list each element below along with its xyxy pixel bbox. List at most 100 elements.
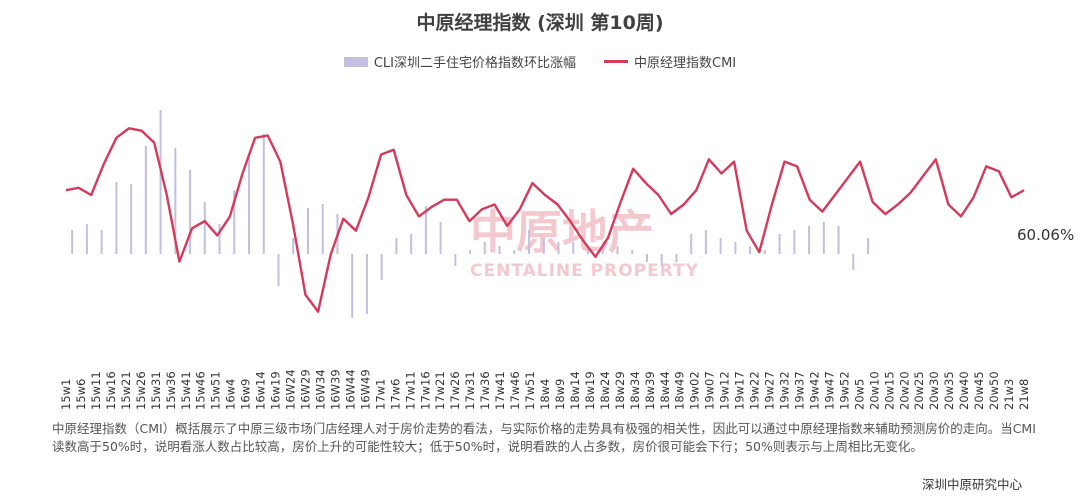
- bar: [483, 242, 486, 254]
- x-tick-label: 19w02: [688, 371, 702, 410]
- bar: [867, 238, 870, 254]
- bar: [248, 154, 251, 254]
- x-tick-label: 18w24: [598, 371, 612, 410]
- x-tick-label: 20w5: [852, 379, 866, 410]
- x-tick-label: 18w34: [628, 371, 642, 410]
- bar: [115, 182, 118, 254]
- x-axis-ticks: 15w1 15w6 15w11 15w16 15w21 15w26 15w31 15w36 15…: [59, 369, 1031, 410]
- bar: [174, 148, 177, 254]
- x-tick-label: 16w9: [239, 379, 253, 410]
- x-tick-label: 18w9: [553, 379, 567, 410]
- bar: [587, 246, 590, 254]
- x-tick-label: 16W24: [284, 369, 298, 410]
- bar: [380, 254, 383, 280]
- x-tick-label: 21w8: [1017, 379, 1031, 410]
- x-tick-label: 19w32: [778, 371, 792, 410]
- bar: [454, 254, 457, 266]
- x-tick-label: 16w4: [224, 379, 238, 410]
- x-tick-label: 16w19: [269, 371, 283, 410]
- x-tick-label: 17w11: [403, 371, 417, 410]
- x-tick-label: 18w39: [643, 371, 657, 410]
- footnote: 中原经理指数（CMI）概括展示了中原三级市场门店经理人对于房价走势的看法，与实际…: [52, 421, 1036, 454]
- legend-label-bars: CLI深圳二手住宅价格指数环比涨幅: [373, 56, 576, 71]
- chart-canvas: 中原地产 CENTALINE PROPERTY 15w1 15w6 15w11 15w…: [59, 110, 1074, 410]
- legend-item-line: 中原经理指数CMI: [604, 52, 736, 71]
- x-tick-label: 19w07: [703, 371, 717, 410]
- bar: [233, 190, 236, 254]
- x-tick-label: 17w6: [388, 379, 402, 410]
- x-tick-label: 18w14: [568, 371, 582, 410]
- x-tick-label: 15w1: [59, 379, 73, 410]
- x-tick-label: 15w26: [134, 371, 148, 410]
- bar: [852, 254, 855, 270]
- x-tick-label: 18w29: [613, 371, 627, 410]
- bar: [144, 146, 147, 254]
- x-tick-label: 17w21: [433, 371, 447, 410]
- x-tick-label: 20w30: [927, 371, 941, 410]
- x-tick-label: 19w37: [792, 371, 806, 410]
- bar: [572, 242, 575, 254]
- x-tick-label: 21w3: [1002, 379, 1016, 410]
- bar: [410, 234, 413, 254]
- x-tick-label: 18w49: [673, 371, 687, 410]
- legend-item-bars: CLI深圳二手住宅价格指数环比涨幅: [343, 52, 576, 71]
- x-tick-label: 17w31: [463, 371, 477, 410]
- bar: [631, 250, 634, 254]
- bar: [675, 254, 678, 262]
- bar: [778, 234, 781, 254]
- bar: [395, 238, 398, 254]
- x-tick-label: 15w6: [74, 379, 88, 410]
- bar: [203, 202, 206, 254]
- bar: [822, 222, 825, 254]
- x-tick-label: 20w25: [912, 371, 926, 410]
- bar: [808, 226, 811, 254]
- bar: [690, 234, 693, 254]
- bar: [704, 230, 707, 254]
- x-tick-label: 16w14: [254, 371, 268, 410]
- legend-swatch-line: [604, 60, 628, 63]
- bar: [513, 250, 516, 254]
- bar: [351, 254, 354, 318]
- source-label: 深圳中原研究中心: [921, 477, 1022, 492]
- x-tick-label: 15w46: [194, 371, 208, 410]
- x-tick-label: 20w15: [882, 371, 896, 410]
- x-tick-label: 19w47: [822, 371, 836, 410]
- bar: [660, 254, 663, 266]
- x-tick-label: 20w45: [972, 371, 986, 410]
- bar: [189, 170, 192, 254]
- bar: [85, 224, 88, 254]
- x-tick-label: 17w36: [478, 371, 492, 410]
- x-tick-label: 16W29: [299, 369, 313, 410]
- bar: [793, 230, 796, 254]
- bar: [601, 244, 604, 254]
- x-tick-label: 19w17: [733, 371, 747, 410]
- x-tick-label: 15w36: [164, 371, 178, 410]
- x-tick-label: 15w21: [119, 371, 133, 410]
- x-tick-label: 15w31: [149, 371, 163, 410]
- bar: [557, 242, 560, 254]
- bar: [130, 184, 133, 254]
- x-tick-label: 16W39: [328, 369, 342, 410]
- legend-label-line: 中原经理指数CMI: [634, 56, 737, 71]
- bar: [262, 134, 265, 254]
- x-tick-label: 15w11: [89, 371, 103, 410]
- bar: [719, 238, 722, 254]
- x-tick-label: 19w12: [718, 371, 732, 410]
- x-tick-label: 16W44: [343, 369, 357, 410]
- bar: [837, 226, 840, 254]
- x-tick-label: 15w16: [104, 371, 118, 410]
- x-tick-label: 18w4: [538, 379, 552, 410]
- x-tick-label: 17w46: [508, 371, 522, 410]
- x-tick-label: 20w35: [942, 371, 956, 410]
- bar: [763, 250, 766, 254]
- x-tick-label: 20w10: [867, 371, 881, 410]
- line-series: [65, 127, 1025, 313]
- cmi-line: [65, 127, 1025, 313]
- x-tick-label: 18w19: [583, 371, 597, 410]
- last-value-label: 60.06%: [1017, 226, 1074, 244]
- x-tick-label: 20w50: [987, 371, 1001, 410]
- x-tick-label: 17w51: [523, 371, 537, 410]
- watermark-en: CENTALINE PROPERTY: [470, 261, 699, 281]
- bar: [542, 238, 545, 254]
- bar-series: [71, 110, 870, 318]
